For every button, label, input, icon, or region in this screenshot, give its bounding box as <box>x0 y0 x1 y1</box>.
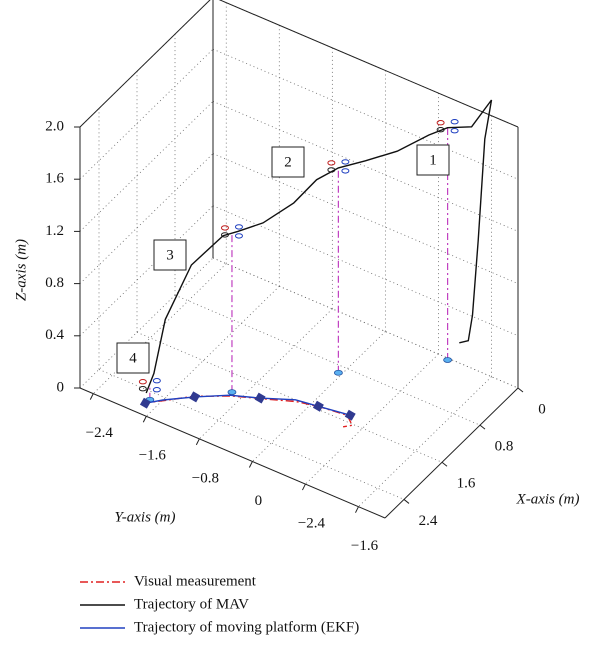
grid-line <box>136 331 443 463</box>
grid-line <box>212 101 519 232</box>
annotation-box <box>271 146 305 178</box>
z-tick-label: 0.4 <box>45 327 64 343</box>
platform-marker <box>254 392 266 404</box>
platform-marker <box>344 409 356 421</box>
legend-label: Visual measurement <box>134 573 257 589</box>
annotation-box <box>416 144 450 176</box>
rotor <box>220 225 229 231</box>
grid-line <box>212 153 519 284</box>
box-edge <box>218 0 519 128</box>
y-tick-label: 0 <box>255 493 263 509</box>
z-tick-label: 0 <box>57 379 65 395</box>
x-axis-label: X-axis (m) <box>516 491 580 507</box>
annotation: 2 <box>284 154 292 170</box>
grid-line <box>199 308 333 440</box>
x-tick <box>517 387 524 393</box>
annotation: 4 <box>129 350 137 366</box>
legend-label: Trajectory of MAV <box>134 596 249 612</box>
ground-marker <box>227 389 237 395</box>
y-tick-label: −2.4 <box>298 516 326 532</box>
x-tick-label: 1.6 <box>457 476 476 492</box>
y-tick <box>89 393 94 400</box>
grid-line <box>79 205 214 337</box>
y-tick-label: −2.4 <box>86 425 114 441</box>
grid-line <box>212 48 519 180</box>
box-edge <box>384 387 519 519</box>
rotor <box>138 386 147 392</box>
grid-line <box>212 205 519 337</box>
y-tick <box>195 438 200 446</box>
platform-marker <box>189 391 201 403</box>
grid-line <box>212 257 519 389</box>
y-tick-label: −0.8 <box>192 470 219 486</box>
grid-line <box>79 257 214 389</box>
rotor <box>450 119 459 125</box>
grid-line <box>174 294 481 426</box>
annotation-box <box>153 239 187 271</box>
grid-line <box>98 369 405 500</box>
rotor <box>341 168 350 174</box>
annotation: 3 <box>166 247 174 263</box>
grid-line <box>305 353 439 485</box>
y-tick <box>248 461 253 468</box>
platform-marker <box>312 400 324 412</box>
rotor <box>152 387 161 393</box>
series-line <box>142 395 354 428</box>
grid-line <box>146 285 280 417</box>
grid-line <box>212 257 519 389</box>
annotation: 1 <box>429 152 437 168</box>
rotor <box>220 232 229 238</box>
grid-line <box>79 153 214 284</box>
y-tick <box>142 416 147 423</box>
grid-line <box>252 331 386 462</box>
z-axis-label: Z-axis (m) <box>13 239 29 301</box>
y-tick-label: −1.6 <box>139 448 167 464</box>
box-edge <box>79 0 211 128</box>
x-tick <box>479 424 486 430</box>
x-tick <box>441 461 448 467</box>
platform-marker <box>139 397 151 409</box>
rotor <box>341 159 350 165</box>
z-tick-label: 1.2 <box>45 223 64 239</box>
box-edge <box>79 387 386 519</box>
ground-marker <box>443 357 453 363</box>
z-tick-label: 1.6 <box>45 171 64 187</box>
rotor <box>234 224 243 230</box>
grid-line <box>358 376 492 507</box>
rotor <box>436 120 445 126</box>
grid-line <box>92 263 227 394</box>
rotor <box>327 160 336 166</box>
x-tick <box>403 499 410 504</box>
x-tick-label: 2.4 <box>419 513 438 529</box>
rotor <box>234 233 243 239</box>
ground-marker <box>333 369 343 376</box>
grid-line <box>79 101 214 232</box>
legend-label: Trajectory of moving platform (EKF) <box>134 619 359 635</box>
rotor <box>450 128 459 134</box>
y-tick <box>301 483 306 491</box>
series-line <box>145 99 493 394</box>
x-tick-label: 0 <box>538 401 546 417</box>
rotor <box>152 378 161 384</box>
grid-line <box>79 48 214 180</box>
y-tick <box>355 506 359 513</box>
annotation-box <box>116 342 150 374</box>
rotor <box>138 379 147 385</box>
z-tick-label: 2.0 <box>45 118 64 134</box>
z-tick-label: 0.8 <box>45 275 64 291</box>
y-axis-label: Y-axis (m) <box>115 509 176 525</box>
y-tick-label: −1.6 <box>351 538 379 554</box>
x-tick-label: 0.8 <box>495 439 514 455</box>
